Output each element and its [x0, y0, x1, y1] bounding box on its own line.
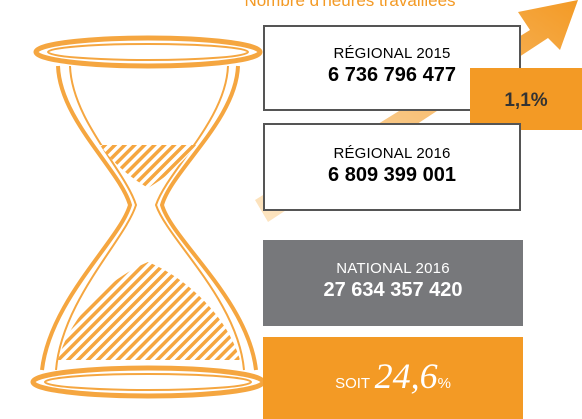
regional-2016-card: RÉGIONAL 2016 6 809 399 001 — [263, 123, 521, 211]
card-value: 27 634 357 420 — [263, 279, 523, 302]
share-unit: % — [438, 375, 451, 392]
card-value: 6 809 399 001 — [265, 164, 519, 187]
title: Nombre d'heures travaillées — [205, 0, 495, 11]
share-prefix: SOIT — [335, 375, 370, 392]
card-label: RÉGIONAL 2015 — [265, 45, 519, 62]
share-card: SOIT 24,6% — [263, 337, 523, 419]
share-value: 24,6 — [375, 356, 438, 396]
national-2016-card: NATIONAL 2016 27 634 357 420 — [263, 240, 523, 326]
infographic: Nombre d'heures travaillées RÉGIONAL 201… — [0, 0, 582, 419]
card-label: NATIONAL 2016 — [263, 260, 523, 277]
evolution-badge: 1,1% — [470, 68, 582, 130]
card-label: RÉGIONAL 2016 — [265, 145, 519, 162]
